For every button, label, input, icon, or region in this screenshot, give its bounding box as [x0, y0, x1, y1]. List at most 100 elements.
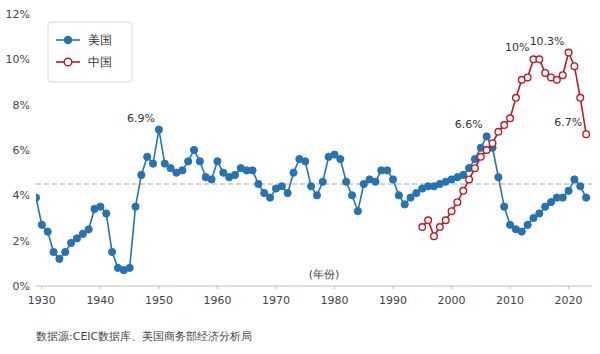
x-tick — [41, 286, 42, 289]
point — [466, 176, 473, 183]
point — [542, 70, 549, 77]
x-tick-label: 1950 — [145, 294, 173, 307]
point — [36, 194, 40, 201]
point — [495, 174, 502, 181]
point — [384, 167, 391, 174]
point — [185, 158, 192, 165]
point — [536, 210, 543, 217]
point — [524, 74, 531, 81]
point — [190, 146, 197, 153]
point — [50, 248, 57, 255]
point — [144, 153, 151, 160]
point — [38, 221, 45, 228]
point — [284, 189, 291, 196]
plot-area — [36, 49, 592, 274]
point — [554, 76, 561, 83]
point — [437, 224, 444, 231]
point — [483, 133, 490, 140]
y-tick-label: 12% — [6, 8, 30, 21]
point — [419, 224, 426, 231]
x-tick-label: 2010 — [496, 294, 524, 307]
x-tick-label: 2000 — [438, 294, 466, 307]
x-tick — [393, 286, 394, 289]
point — [454, 199, 461, 206]
point — [513, 95, 520, 102]
chart: 0%2%4%6%8%10%12%193019401950196019701980… — [0, 0, 600, 354]
point — [62, 248, 69, 255]
point — [442, 217, 449, 224]
annotation: 10.3% — [530, 35, 565, 48]
point — [507, 115, 514, 122]
legend-marker — [64, 58, 72, 66]
point — [348, 192, 355, 199]
point — [460, 188, 467, 195]
x-tick — [217, 286, 218, 289]
x-tick-label: 1990 — [379, 294, 407, 307]
point — [126, 264, 133, 271]
point — [372, 178, 379, 185]
point — [267, 194, 274, 201]
point — [208, 176, 215, 183]
point — [149, 160, 156, 167]
y-tick-label: 0% — [13, 280, 30, 293]
point — [97, 203, 104, 210]
point — [425, 217, 432, 224]
x-axis — [36, 286, 592, 287]
x-tick-label: 1930 — [28, 294, 56, 307]
point — [343, 178, 350, 185]
point — [108, 248, 115, 255]
point — [138, 171, 145, 178]
x-tick-label: 1940 — [86, 294, 114, 307]
x-tick — [158, 286, 159, 289]
point — [214, 158, 221, 165]
point — [524, 221, 531, 228]
source-note: 数据源:CEIC数据库、美国商务部经济分析局 — [36, 330, 252, 343]
legend-box — [48, 22, 132, 82]
x-tick — [510, 286, 511, 289]
x-tick — [334, 286, 335, 289]
point — [571, 63, 578, 70]
y-tick-label: 6% — [13, 144, 30, 157]
point — [501, 203, 508, 210]
legend-label: 中国 — [88, 55, 112, 69]
point — [495, 129, 502, 136]
x-tick — [568, 286, 569, 289]
point — [401, 201, 408, 208]
y-tick-label: 2% — [13, 235, 30, 248]
annotation: 6.6% — [455, 118, 483, 131]
point — [196, 158, 203, 165]
y-tick-label: 8% — [13, 99, 30, 112]
point — [337, 155, 344, 162]
x-tick-label: 1960 — [203, 294, 231, 307]
legend-marker — [64, 36, 72, 44]
point — [132, 203, 139, 210]
point — [290, 169, 297, 176]
point — [389, 176, 396, 183]
point — [478, 154, 485, 161]
annotation: 10% — [505, 41, 529, 54]
point — [231, 171, 238, 178]
point — [489, 140, 496, 147]
point — [313, 192, 320, 199]
x-tick-label: 2020 — [555, 294, 583, 307]
point — [85, 226, 92, 233]
point — [155, 126, 162, 133]
point — [395, 192, 402, 199]
point — [431, 233, 438, 240]
legend-label: 美国 — [88, 33, 112, 47]
point — [559, 72, 566, 79]
point — [577, 183, 584, 190]
point — [307, 183, 314, 190]
x-tick — [451, 286, 452, 289]
point — [483, 147, 490, 154]
point — [583, 131, 590, 138]
x-tick-label: 1980 — [320, 294, 348, 307]
series-line — [36, 130, 586, 271]
point — [278, 183, 285, 190]
point — [472, 165, 479, 172]
x-axis-label: (年份) — [309, 268, 340, 281]
x-tick — [100, 286, 101, 289]
point — [103, 210, 110, 217]
annotation: 6.9% — [127, 112, 155, 125]
series-line — [422, 53, 586, 237]
